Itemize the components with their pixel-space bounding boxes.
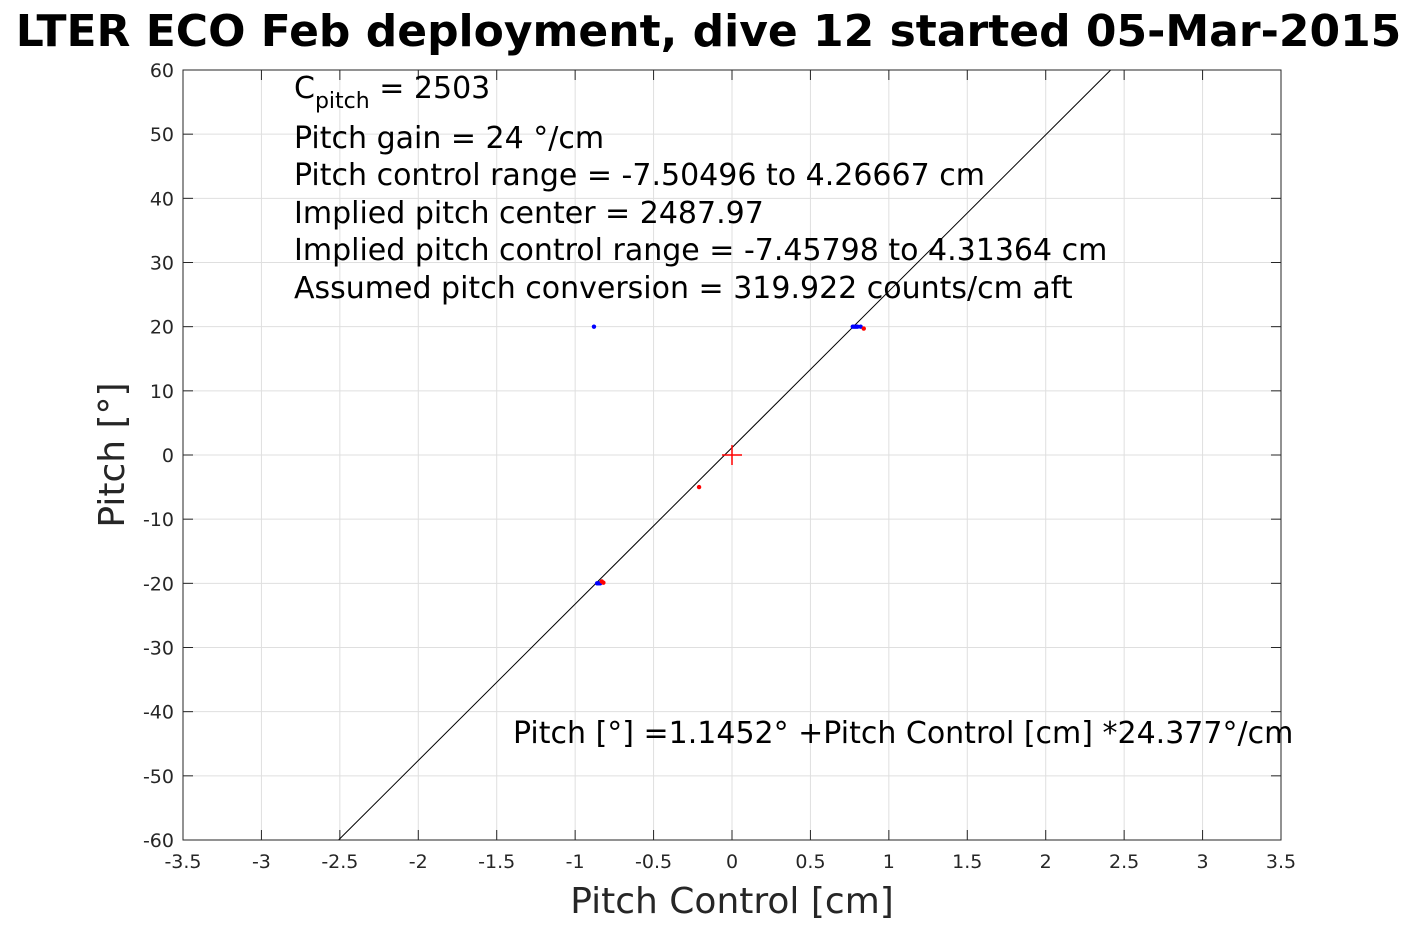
center-marker-layer [722, 445, 742, 465]
x-tick-label: -2.5 [321, 851, 358, 873]
annotation-pitch-control-range: Pitch control range = -7.50496 to 4.2666… [294, 158, 985, 193]
x-tick-label: -0.5 [635, 851, 672, 873]
annotation-pitch-gain: Pitch gain = 24 °/cm [294, 121, 604, 156]
y-tick-label: 0 [162, 445, 174, 467]
y-tick-labels: 60 50 40 30 20 10 0 -10 -20 -30 -40 -50 -60 [143, 60, 174, 852]
y-tick-label: 10 [150, 381, 174, 403]
y-tick-label: 30 [150, 253, 174, 275]
x-tick-label: 3 [1197, 851, 1209, 873]
x-tick-label: 1 [883, 851, 895, 873]
y-tick-label: -30 [143, 638, 174, 660]
data-point [696, 484, 702, 490]
annotation-assumed-pitch-conversion: Assumed pitch conversion = 319.922 count… [294, 271, 1073, 306]
x-tick-label: 2 [1040, 851, 1052, 873]
y-tick-label: 50 [150, 124, 174, 146]
y-tick-label: -50 [143, 766, 174, 788]
y-tick-label: 60 [150, 60, 174, 82]
data-point [591, 324, 597, 329]
annotation-implied-pitch-center: Implied pitch center = 2487.97 [294, 196, 764, 231]
x-tick-label: -3 [252, 851, 271, 873]
x-tick-label: 2.5 [1109, 851, 1139, 873]
x-tick-label: -3.5 [164, 851, 201, 873]
data-point [855, 324, 860, 329]
annotation-implied-pitch-control-range: Implied pitch control range = -7.45798 t… [294, 233, 1107, 268]
x-tick-label: -2 [409, 851, 428, 873]
plot-frame [182, 69, 1282, 841]
y-tick-label: -60 [143, 830, 174, 852]
data-point [601, 580, 606, 585]
y-tick-label: -10 [143, 509, 174, 531]
annotation-block: Cpitch = 2503 Pitch gain = 24 °/cm Pitch… [294, 71, 1293, 751]
x-tick-label: 0.5 [795, 851, 825, 873]
x-tick-labels: -3.5 -3 -2.5 -2 -1.5 -1 -0.5 0 0.5 1 1.5 2 2.5 3 3.5 [164, 851, 1296, 873]
x-axis-label: Pitch Control [cm] [570, 881, 894, 922]
x-tick-label: 0 [726, 851, 738, 873]
data-points [591, 324, 866, 586]
data-point [861, 326, 866, 331]
c-pitch-value: = 2503 [370, 71, 491, 106]
c-pitch-subscript: pitch [315, 89, 370, 114]
x-tick-label: -1 [566, 851, 585, 873]
y-tick-label: -40 [143, 702, 174, 724]
y-tick-label: 40 [150, 188, 174, 210]
y-tick-label: -20 [143, 573, 174, 595]
x-tick-label: -1.5 [478, 851, 515, 873]
c-pitch-symbol: C [294, 71, 315, 106]
chart-title: LTER ECO Feb deployment, dive 12 started… [15, 6, 1402, 57]
fit-equation-label: Pitch [°] =1.1452° +Pitch Control [cm] *… [513, 716, 1293, 751]
y-tick-label: 20 [150, 317, 174, 339]
x-tick-label: 3.5 [1266, 851, 1296, 873]
x-tick-label: 1.5 [952, 851, 982, 873]
y-axis-label: Pitch [°] [92, 382, 133, 527]
annotation-c-pitch: Cpitch = 2503 [294, 71, 490, 114]
